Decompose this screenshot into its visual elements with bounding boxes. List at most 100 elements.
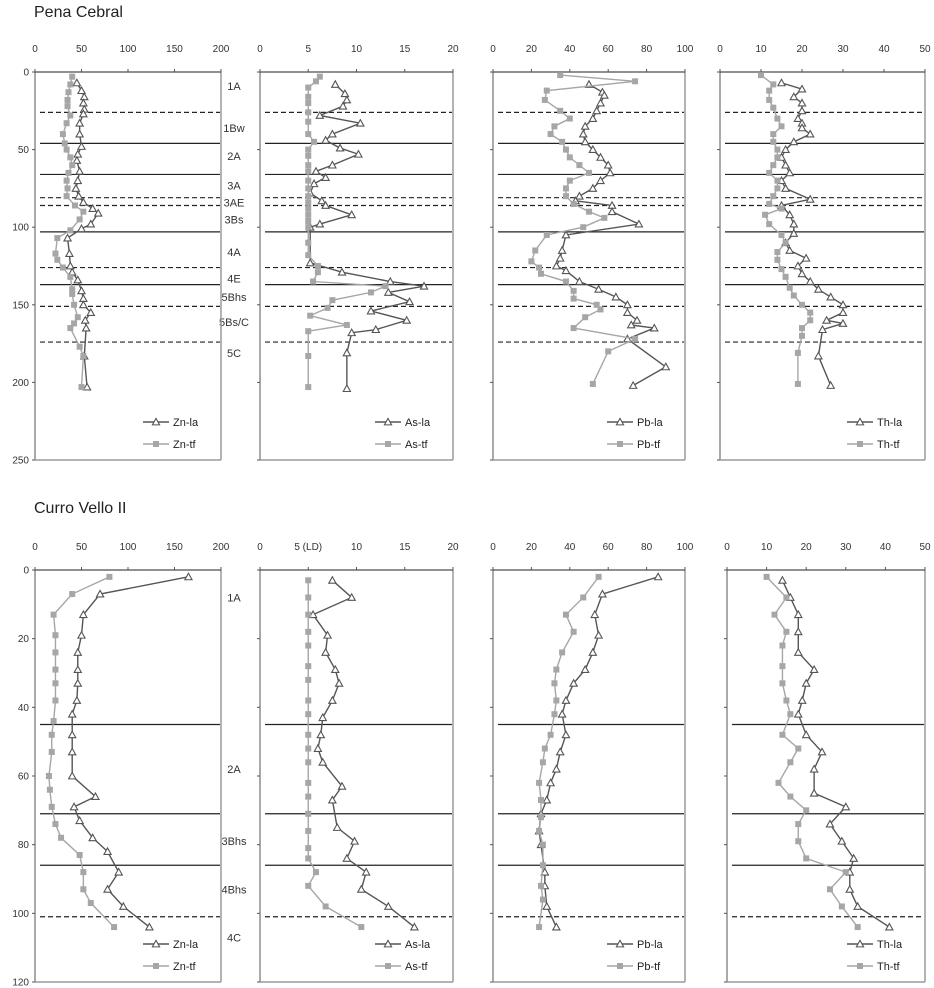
data-point-zn-tf xyxy=(80,886,87,893)
data-point-as-la xyxy=(323,630,333,639)
data-point-th-tf xyxy=(783,628,790,635)
data-point-as-tf xyxy=(305,152,312,159)
data-point-zn-tf xyxy=(58,834,65,841)
data-point-zn-tf xyxy=(52,632,59,639)
data-point-pb-la xyxy=(594,284,604,293)
data-point-zn-tf xyxy=(67,273,74,280)
data-point-as-tf xyxy=(305,109,312,116)
x-tick-label: 20 xyxy=(447,44,459,55)
data-point-zn-la xyxy=(72,695,82,704)
data-point-th-tf xyxy=(774,185,781,192)
legend-label: Th-tf xyxy=(877,439,901,451)
data-point-pb-la xyxy=(546,778,556,787)
data-point-as-la xyxy=(318,757,328,766)
data-point-th-la xyxy=(793,627,803,636)
data-point-as-la xyxy=(315,219,325,228)
data-point-as-tf xyxy=(358,924,365,931)
data-point-pb-la xyxy=(605,168,615,177)
data-point-pb-la xyxy=(580,664,590,673)
data-point-zn-tf xyxy=(63,193,70,200)
data-point-zn-la xyxy=(86,307,96,316)
data-point-pb-tf xyxy=(632,335,639,342)
horizon-label: 3AE xyxy=(224,197,245,209)
data-point-zn-la xyxy=(69,802,79,811)
data-point-pb-la xyxy=(632,315,642,324)
data-point-as-la xyxy=(338,101,348,110)
legend-marker-square xyxy=(617,963,623,969)
data-point-th-tf xyxy=(795,838,802,845)
data-point-as-tf xyxy=(305,224,312,231)
data-point-as-tf xyxy=(305,711,312,718)
data-point-as-la xyxy=(334,678,344,687)
data-point-th-tf xyxy=(782,273,789,280)
data-point-pb-la xyxy=(594,630,604,639)
data-point-zn-tf xyxy=(71,320,78,327)
data-point-as-tf xyxy=(305,827,312,834)
data-point-th-la xyxy=(797,98,807,107)
data-point-pb-tf xyxy=(562,611,569,618)
data-point-th-tf xyxy=(779,642,786,649)
series-line-th-tf xyxy=(766,576,859,928)
data-point-th-la xyxy=(825,819,835,828)
data-point-pb-tf xyxy=(562,146,569,153)
legend-marker-triangle xyxy=(383,939,393,948)
panel-pb: 0 20 40 60 80 100 Pb-la Pb-tf xyxy=(490,542,694,983)
data-point-as-tf xyxy=(310,278,317,285)
x-tick-label: 80 xyxy=(641,542,653,553)
data-point-zn-la xyxy=(65,261,75,270)
data-point-pb-tf xyxy=(566,177,573,184)
x-tick-label: 5 (LD) xyxy=(294,542,322,553)
x-tick-label: 60 xyxy=(603,44,615,55)
legend-marker-square xyxy=(617,441,623,447)
x-tick-label: 150 xyxy=(166,542,183,553)
data-point-th-la xyxy=(826,292,836,301)
horizon-label: 4Bhs xyxy=(221,884,247,896)
legend-label: Pb-tf xyxy=(637,961,661,973)
legend-marker-triangle xyxy=(151,417,161,426)
data-point-pb-la xyxy=(649,323,659,332)
data-point-as-la xyxy=(316,730,326,739)
data-point-th-tf xyxy=(766,87,773,94)
data-point-as-tf xyxy=(305,855,312,862)
data-point-pb-tf xyxy=(562,185,569,192)
site-title-curro-vello: Curro Vello II xyxy=(34,500,127,517)
data-point-th-tf xyxy=(758,72,764,79)
data-point-zn-tf xyxy=(59,131,66,138)
data-point-pb-tf xyxy=(538,270,544,277)
data-point-zn-la xyxy=(144,922,154,931)
data-point-th-tf xyxy=(778,266,785,273)
data-point-zn-la xyxy=(73,175,83,185)
data-point-as-la xyxy=(308,609,318,619)
data-point-th-la xyxy=(838,318,848,327)
data-point-pb-la xyxy=(574,276,584,285)
depth-tick-label: 60 xyxy=(18,772,30,783)
data-point-th-la xyxy=(793,113,803,122)
data-point-th-la xyxy=(776,78,787,87)
horizon-label: 2A xyxy=(227,764,241,776)
data-point-pb-tf xyxy=(536,827,543,834)
data-point-as-la xyxy=(327,129,337,138)
data-point-zn-tf xyxy=(65,89,72,96)
legend-label: As-tf xyxy=(405,961,429,973)
data-point-th-la xyxy=(785,168,795,177)
data-point-pb-la xyxy=(626,320,636,329)
data-point-pb-la xyxy=(561,730,571,739)
data-point-pb-tf xyxy=(580,594,587,601)
x-tick-label: 10 xyxy=(351,542,363,553)
data-point-zn-la xyxy=(76,141,87,150)
data-point-th-la xyxy=(789,137,799,146)
data-point-zn-la xyxy=(183,572,193,581)
x-tick-label: 20 xyxy=(447,542,459,553)
x-tick-label: 20 xyxy=(796,44,808,55)
data-point-as-la xyxy=(330,664,340,673)
data-point-zn-tf xyxy=(64,185,71,192)
data-point-as-la xyxy=(327,575,337,584)
data-point-th-tf xyxy=(838,903,845,910)
panel-zn: 0 50 100 150 200 Zn-la Zn-tf xyxy=(32,44,230,461)
data-point-zn-la xyxy=(88,833,98,842)
data-point-pb-la xyxy=(561,230,571,239)
data-point-th-tf xyxy=(778,231,785,238)
data-point-pb-tf xyxy=(570,325,577,332)
data-point-zn-tf xyxy=(52,697,59,704)
